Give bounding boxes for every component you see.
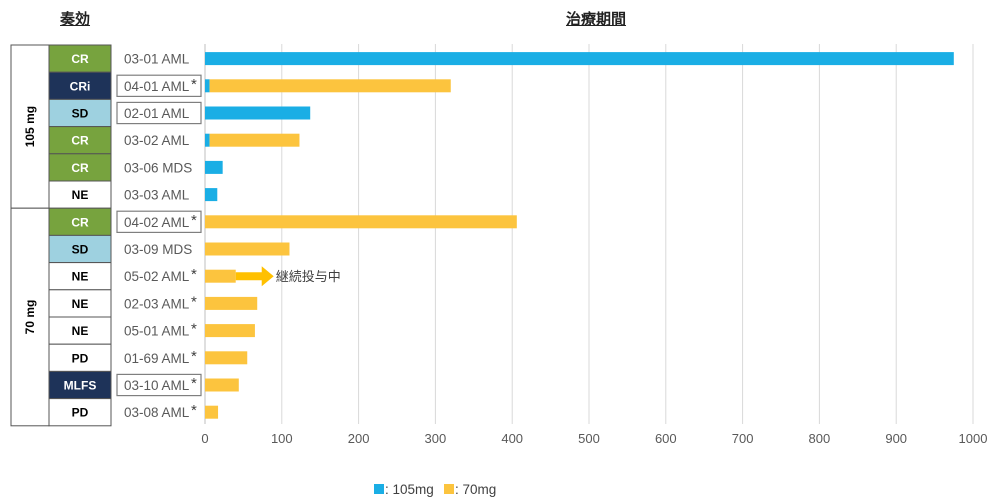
asterisk-mark: * [191,321,197,338]
patient-label: 02-01 AML [124,106,190,121]
patient-label-box [116,373,202,397]
bar-70mg [205,269,236,283]
response-cell [48,398,112,427]
dose-group-box [10,207,50,427]
asterisk-mark: * [191,402,197,419]
x-tick-label: 0 [201,431,208,446]
patient-label: 04-01 AML [124,79,190,94]
x-tick-label: 800 [809,431,831,446]
response-label: CR [71,52,89,66]
bar-105mg [205,106,311,120]
patient-label: 03-03 AML [124,188,190,203]
asterisk-mark: * [191,293,197,310]
response-label: CR [71,161,89,175]
response-cell [48,126,112,155]
bar-70mg [205,378,239,392]
x-tick-label: 100 [271,431,293,446]
patient-label: 03-02 AML [124,133,190,148]
bar-70mg [205,351,248,365]
bar-70mg [205,324,255,338]
x-tick-label: 600 [655,431,677,446]
response-cell [48,98,112,128]
legend-label-mg70: : 70mg [455,482,496,497]
dose-group-label: 70 mg [23,300,37,335]
asterisk-mark: * [191,266,197,283]
bar-105mg [205,79,210,93]
asterisk-mark: * [191,76,197,93]
x-tick-label: 400 [501,431,523,446]
x-tick-label: 200 [348,431,370,446]
patient-label: 03-08 AML [124,405,190,420]
response-cell [48,71,112,100]
patient-label: 05-01 AML [124,324,190,339]
patient-label-box [116,101,202,125]
response-label: SD [72,107,89,121]
response-cell [48,234,112,264]
legend-swatch-mg70 [444,484,454,494]
response-label: CR [71,134,89,148]
response-cell [48,370,112,400]
x-tick-label: 1000 [959,431,987,446]
bar-70mg [205,405,219,419]
x-tick-label: 300 [425,431,447,446]
response-label: NE [72,297,89,311]
response-label: NE [72,324,89,338]
response-label: CRi [70,79,91,93]
response-label: NE [72,188,89,202]
response-label: SD [72,243,89,257]
bar-70mg [209,79,451,93]
patient-label: 03-10 AML [124,378,190,393]
patient-label: 03-01 AML [124,52,190,67]
response-cell [48,153,112,182]
bar-70mg [205,242,290,256]
bar-105mg [205,52,954,66]
response-cell [48,44,112,73]
patient-label: 04-02 AML [124,215,190,230]
bar-70mg [205,215,517,229]
response-cell [48,343,112,372]
response-cell [48,262,112,291]
response-label: PD [72,406,89,420]
x-tick-label: 500 [578,431,600,446]
response-header: 奏効 [60,10,91,28]
ongoing-annotation: 継続投与中 [276,269,341,284]
patient-label-box [116,74,202,97]
patient-label: 03-09 MDS [124,242,192,257]
asterisk-mark: * [191,375,197,392]
patient-label: 03-06 MDS [124,160,192,175]
bar-105mg [205,160,223,174]
patient-label: 05-02 AML [124,269,190,284]
legend-swatch-mg105 [374,484,384,494]
patient-label: 01-69 AML [124,351,190,366]
duration-header: 治療期間 [566,10,627,28]
x-tick-label: 700 [732,431,754,446]
asterisk-mark: * [191,348,197,365]
response-label: MLFS [64,379,97,393]
patient-label-box [116,210,202,233]
dose-group-box [10,44,50,209]
response-label: NE [72,270,89,284]
bar-70mg [205,296,258,310]
asterisk-mark: * [191,212,197,229]
legend-label-mg105: : 105mg [385,482,434,497]
response-label: PD [72,351,89,365]
bar-105mg [205,133,210,147]
bar-70mg [209,133,300,147]
ongoing-arrow [235,266,274,287]
response-cell [48,207,112,236]
response-cell [48,180,112,209]
dose-group-label: 105 mg [23,106,37,147]
response-label: CR [71,215,89,229]
bar-105mg [205,188,218,202]
patient-label: 02-03 AML [124,296,190,311]
x-tick-label: 900 [885,431,907,446]
